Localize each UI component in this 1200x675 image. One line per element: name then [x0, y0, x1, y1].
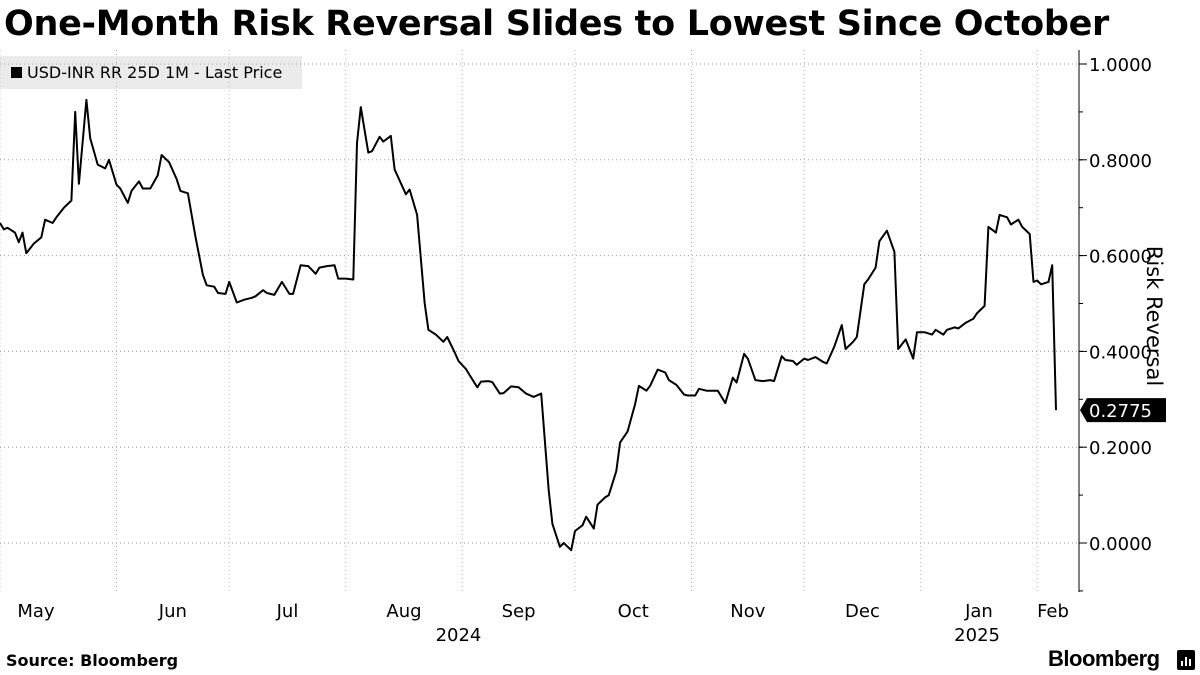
- y-axis-label: Risk Reversal: [1142, 246, 1166, 386]
- x-tick-label: Aug: [386, 601, 421, 622]
- chart-title: One-Month Risk Reversal Slides to Lowest…: [4, 4, 1109, 44]
- source-note: Source: Bloomberg: [6, 651, 179, 670]
- x-tick-label: Jan: [964, 601, 993, 622]
- x-tick-label: May: [17, 601, 55, 622]
- x-tick-label: Feb: [1037, 601, 1069, 622]
- x-year-label: 2024: [436, 625, 482, 646]
- y-tick-label: 0.4000: [1089, 342, 1152, 363]
- last-value-marker: 0.2775: [1080, 398, 1166, 423]
- x-tick-label: Oct: [618, 601, 649, 622]
- y-axis: 1.0000 0.8000 0.6000 0.4000 0.2000 0.0000 Risk…: [1078, 50, 1166, 592]
- x-tick-label: Nov: [730, 601, 765, 622]
- last-value-label: 0.2775: [1089, 401, 1152, 422]
- gridlines: [0, 50, 1079, 592]
- legend: USD-INR RR 25D 1M - Last Price: [0, 56, 302, 89]
- brand-logo: Bloomberg: [1048, 646, 1160, 671]
- series-layer: [0, 98, 1057, 552]
- y-tick-label: 0.2000: [1089, 438, 1152, 459]
- y-tick-label: 0.0000: [1089, 534, 1152, 555]
- bar-chart-icon: [1177, 650, 1195, 670]
- legend-swatch: [11, 67, 22, 78]
- x-tick-label: Jul: [276, 601, 299, 622]
- x-tick-label: Dec: [845, 601, 880, 622]
- legend-label: USD-INR RR 25D 1M - Last Price: [27, 63, 283, 82]
- x-tick-label: Sep: [502, 601, 536, 622]
- x-axis: May Jun Jul Aug Sep Oct Nov Dec Jan Feb 2024 2025: [17, 601, 1069, 646]
- x-tick-label: Jun: [158, 601, 187, 622]
- y-tick-label: 0.8000: [1089, 151, 1152, 172]
- y-tick-label: 1.0000: [1089, 55, 1152, 76]
- series-line: [0, 98, 1057, 552]
- y-tick-label: 0.6000: [1089, 247, 1152, 268]
- last-value-tag: [1080, 398, 1166, 423]
- x-year-label: 2025: [954, 625, 1000, 646]
